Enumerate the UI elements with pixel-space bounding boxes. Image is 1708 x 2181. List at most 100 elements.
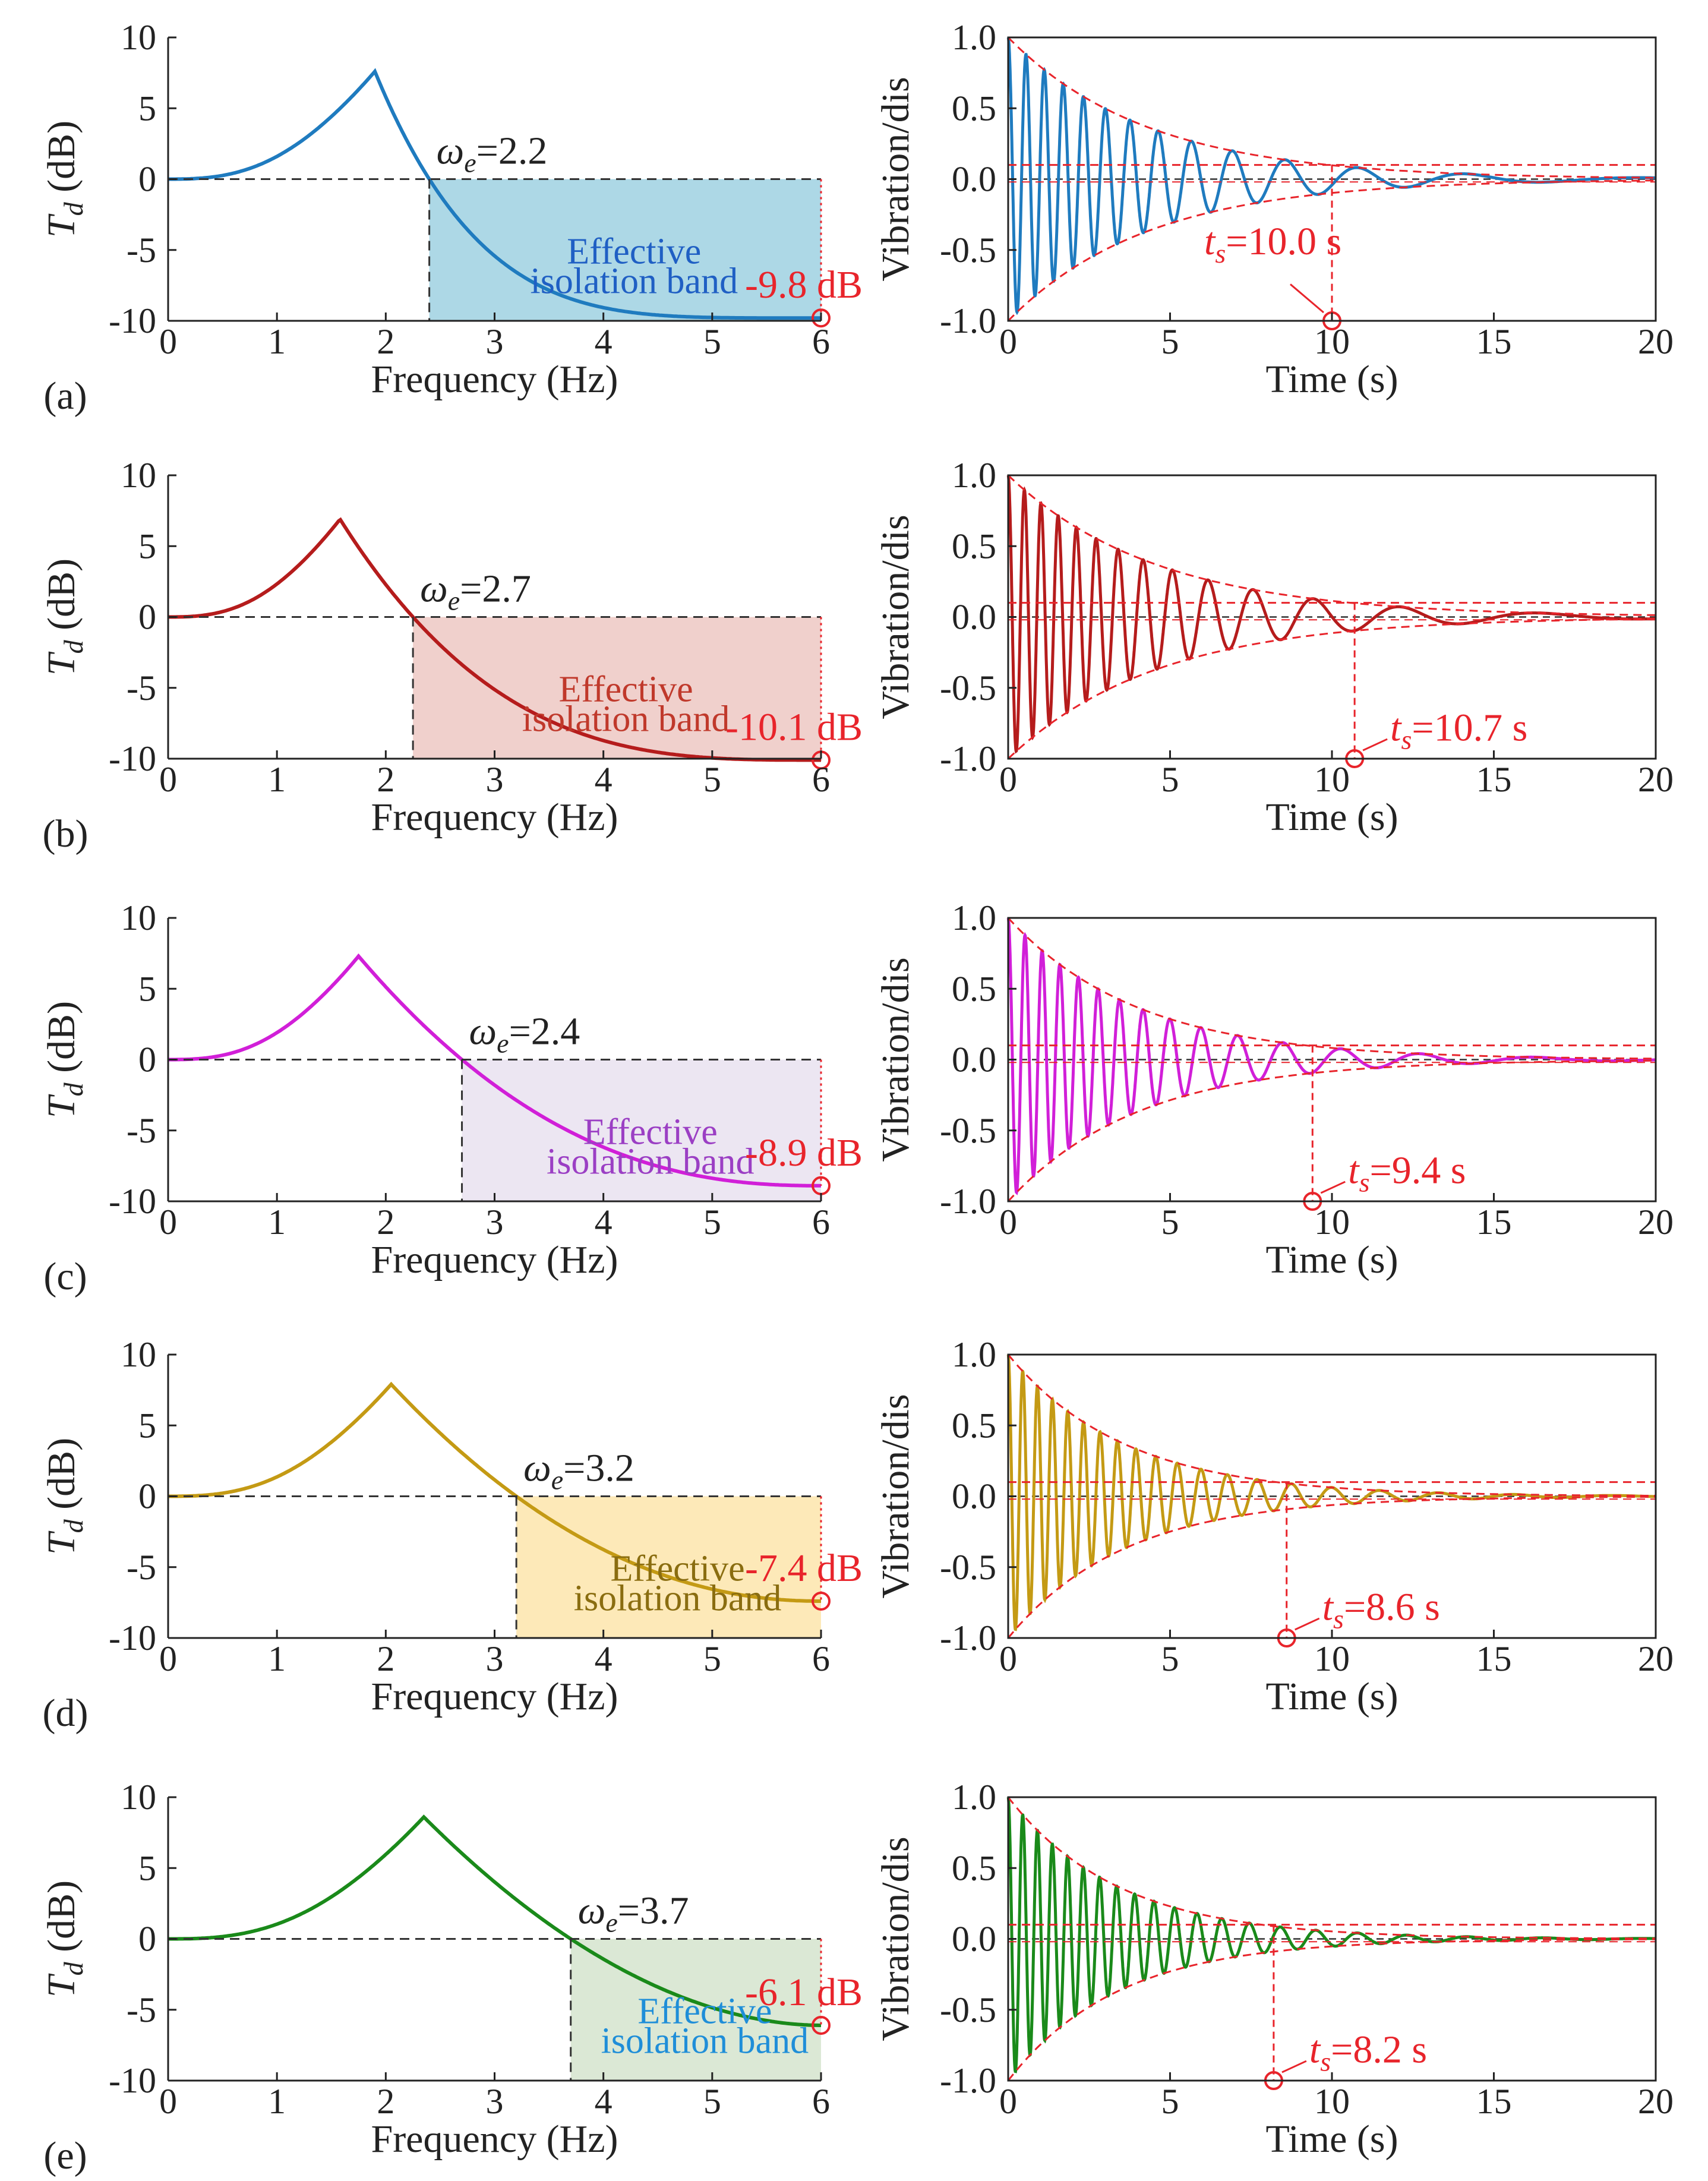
settling-time-label: ts=10.0 s <box>1204 220 1341 269</box>
y-axis-symbol: T <box>40 213 83 238</box>
x-tick-label: 4 <box>595 2082 613 2121</box>
y-axis-unit: (dB) <box>40 558 83 640</box>
x-tick-label: 6 <box>812 760 830 799</box>
x-tick-label: 4 <box>595 1639 613 1678</box>
ts-value: =8.2 s <box>1331 2028 1427 2072</box>
y-tick-label: -10 <box>109 301 156 340</box>
y-tick-label: 5 <box>138 526 156 566</box>
y-tick-label: 0 <box>138 1477 156 1516</box>
x-axis-label: Frequency (Hz) <box>371 796 618 839</box>
y-tick-label: 10 <box>121 1778 156 1817</box>
ts-symbol: t <box>1322 1586 1334 1629</box>
y-axis-symbol: T <box>40 1973 83 1997</box>
y-tick-label: 0.5 <box>952 89 996 128</box>
omega-value: =2.2 <box>476 130 548 173</box>
x-tick-label: 15 <box>1476 1202 1512 1242</box>
lower-envelope <box>1007 1495 1656 1639</box>
panel-label: (d) <box>43 1691 89 1735</box>
ts-value: =10.7 s <box>1412 706 1527 750</box>
x-tick-label: 0 <box>159 1639 177 1678</box>
x-tick-label: 2 <box>377 322 394 361</box>
y-axis-subscript: d <box>58 1519 89 1533</box>
y-axis-subscript: d <box>58 1961 89 1975</box>
y-axis-label: Vibration/dis <box>874 77 917 281</box>
x-tick-label: 4 <box>595 322 613 361</box>
panel-label: (c) <box>43 1255 87 1298</box>
y-tick-label: -1.0 <box>940 1182 996 1221</box>
y-tick-label: -0.5 <box>940 668 996 708</box>
y-tick-label: -5 <box>127 1111 156 1150</box>
y-tick-label: 10 <box>121 18 156 57</box>
panel-c-decay: ts=9.4 s 0 5 10 15 20 -1.0 -0.5 0.0 0.5 1.0 Time (s… <box>874 898 1674 1282</box>
ts-subscript: s <box>1359 1167 1370 1198</box>
y-axis-symbol: T <box>40 1094 83 1118</box>
y-axis-symbol: T <box>40 651 83 676</box>
end-db-label: -7.4 dB <box>745 1546 863 1590</box>
panel-b-decay: ts=10.7 s 0 5 10 15 20 -1.0 -0.5 0.0 0.5 1.0 Time (… <box>874 456 1674 839</box>
y-tick-label: 1.0 <box>952 1778 996 1817</box>
x-tick-label: 20 <box>1638 2082 1674 2121</box>
omega-subscript: e <box>551 1465 563 1495</box>
band-label-line2: isolation band <box>531 261 738 302</box>
y-tick-label: 0.0 <box>952 1477 996 1516</box>
ts-arrow <box>1362 738 1388 752</box>
x-tick-label: 5 <box>703 2082 721 2121</box>
y-axis-unit: (dB) <box>40 1001 83 1082</box>
x-tick-label: 3 <box>486 2082 504 2121</box>
x-tick-label: 5 <box>1161 760 1179 799</box>
x-tick-label: 2 <box>377 1202 394 1242</box>
end-db-label: -6.1 dB <box>745 1971 863 2014</box>
vibration-trace <box>1006 475 1656 754</box>
x-tick-label: 15 <box>1476 1639 1512 1678</box>
settling-time-label: ts=9.4 s <box>1348 1149 1466 1198</box>
x-tick-label: 20 <box>1638 322 1674 361</box>
x-tick-label: 3 <box>486 1202 504 1242</box>
x-tick-label: 3 <box>486 322 504 361</box>
x-tick-label: 0 <box>159 2082 177 2121</box>
ts-value: =8.6 s <box>1344 1586 1440 1629</box>
x-tick-label: 5 <box>1161 1202 1179 1242</box>
x-tick-label: 5 <box>1161 2082 1179 2121</box>
y-axis-label: Vibration/dis <box>874 1836 917 2041</box>
omega-label: ωe=2.7 <box>420 567 531 616</box>
y-axis-unit: (dB) <box>40 1880 83 1962</box>
x-tick-label: 5 <box>1161 1639 1179 1678</box>
x-tick-label: 3 <box>486 760 504 799</box>
omega-value: =2.7 <box>460 567 531 611</box>
y-tick-label: -5 <box>127 668 156 708</box>
y-tick-label: 0.5 <box>952 1406 996 1445</box>
upper-envelope <box>1007 1354 1656 1497</box>
omega-symbol: ω <box>437 130 465 173</box>
panel-label: (a) <box>43 374 87 418</box>
y-tick-label: -5 <box>127 1990 156 2030</box>
y-axis-label: Vibration/dis <box>874 515 917 719</box>
y-tick-label: -0.5 <box>940 1990 996 2030</box>
x-tick-label: 20 <box>1638 1639 1674 1678</box>
y-tick-label: 0.5 <box>952 969 996 1008</box>
end-marker-circle <box>812 308 831 328</box>
lower-envelope <box>1007 1938 1656 2081</box>
isolation-band-area <box>413 617 821 759</box>
band-label-line2: isolation band <box>601 2021 809 2062</box>
y-tick-label: -0.5 <box>940 231 996 270</box>
x-tick-label: 5 <box>703 1202 721 1242</box>
x-tick-label: 10 <box>1314 2082 1350 2121</box>
end-db-label: -10.1 dB <box>725 705 863 749</box>
transmissibility-curve <box>168 953 821 1188</box>
x-axis-label: Time (s) <box>1265 1238 1398 1282</box>
ts-symbol: t <box>1348 1149 1360 1192</box>
ts-arrow <box>1281 2060 1307 2073</box>
x-tick-label: 1 <box>268 2082 286 2121</box>
y-tick-label: 5 <box>138 1406 156 1445</box>
x-tick-label: 10 <box>1314 760 1350 799</box>
x-tick-label: 5 <box>703 1639 721 1678</box>
y-tick-label: 5 <box>138 969 156 1008</box>
x-axis-label: Frequency (Hz) <box>371 1675 618 1718</box>
omega-value: =2.4 <box>509 1010 580 1053</box>
isolation-band-area <box>462 1059 821 1201</box>
transmissibility-curve <box>168 1814 821 2027</box>
y-tick-label: -1.0 <box>940 739 996 778</box>
y-tick-label: 0.0 <box>952 598 996 637</box>
x-tick-label: 5 <box>703 760 721 799</box>
